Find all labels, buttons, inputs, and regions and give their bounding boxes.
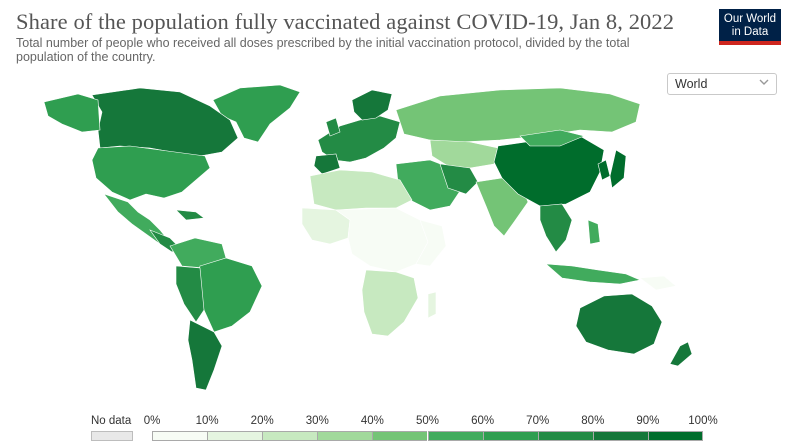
legend-tick-label: 40% — [360, 415, 384, 427]
legend-tick-label: 90% — [636, 415, 660, 427]
chevron-down-icon — [759, 79, 769, 85]
region-africa-east[interactable] — [415, 219, 447, 267]
region-russia[interactable] — [395, 87, 641, 143]
chart-subtitle: Total number of people who received all … — [16, 36, 630, 64]
legend-tick-label: 100% — [688, 415, 718, 427]
legend-tick-label: 60% — [471, 415, 495, 427]
region-caribbean[interactable] — [175, 209, 205, 221]
region-select[interactable]: World — [667, 73, 777, 95]
legend-color-bin[interactable] — [427, 431, 483, 441]
legend-color-bin[interactable] — [152, 431, 208, 441]
region-africa-south[interactable] — [361, 269, 419, 337]
region-argentina-chile[interactable] — [187, 319, 223, 391]
region-usa[interactable] — [91, 145, 211, 201]
region-madagascar[interactable] — [427, 291, 437, 319]
region-uk[interactable] — [325, 117, 341, 137]
legend-color-bin[interactable] — [372, 431, 428, 441]
legend-color-bin[interactable] — [207, 431, 263, 441]
region-japan[interactable] — [609, 149, 627, 189]
region-central-asia[interactable] — [429, 139, 499, 169]
legend-color-bin[interactable] — [482, 431, 538, 441]
region-new-zealand[interactable] — [669, 341, 693, 367]
region-australia[interactable] — [575, 293, 663, 355]
region-korea[interactable] — [597, 159, 611, 181]
legend-color-bin[interactable] — [592, 431, 648, 441]
legend-tick-label: 50% — [415, 415, 440, 427]
legend-tick-label: 10% — [195, 415, 219, 427]
owid-logo[interactable]: Our World in Data — [719, 9, 781, 45]
region-indonesia[interactable] — [545, 263, 642, 285]
region-select-value: World — [675, 77, 708, 91]
region-canada[interactable] — [91, 87, 239, 157]
region-scandinavia[interactable] — [351, 89, 393, 121]
region-peru-bolivia[interactable] — [175, 265, 205, 323]
legend-color-bin[interactable] — [647, 431, 703, 441]
region-mongolia[interactable] — [519, 129, 585, 147]
logo-line-1: Our World — [723, 13, 777, 25]
region-philippines[interactable] — [587, 219, 601, 245]
region-alaska[interactable] — [43, 93, 101, 133]
legend-tick-label: 70% — [526, 415, 550, 427]
legend-color-bin[interactable] — [317, 431, 373, 441]
region-greenland[interactable] — [212, 84, 301, 143]
legend-tick-label: 0% — [143, 415, 161, 427]
legend: No data 0% 10% 20% 30% 40% 50% 60% 70% 80% 90% 100… — [0, 412, 791, 443]
region-africa-north[interactable] — [309, 169, 413, 211]
region-papua[interactable] — [639, 275, 677, 291]
legend-tick-label: 80% — [581, 415, 605, 427]
legend-no-data-swatch[interactable] — [91, 431, 133, 441]
legend-no-data-label: No data — [91, 415, 132, 427]
legend-tick-label: 20% — [250, 415, 274, 427]
legend-color-bin[interactable] — [262, 431, 318, 441]
region-southeast-asia[interactable] — [539, 203, 573, 253]
legend-tick-label: 30% — [305, 415, 329, 427]
world-map[interactable] — [0, 60, 791, 410]
chart-title: Share of the population fully vaccinated… — [16, 9, 675, 34]
region-africa-central[interactable] — [335, 207, 429, 273]
region-iberia[interactable] — [313, 153, 341, 175]
logo-line-2: in Data — [731, 26, 769, 38]
region-iran[interactable] — [439, 163, 479, 195]
legend-color-bin[interactable] — [537, 431, 593, 441]
region-brazil[interactable] — [195, 257, 263, 333]
